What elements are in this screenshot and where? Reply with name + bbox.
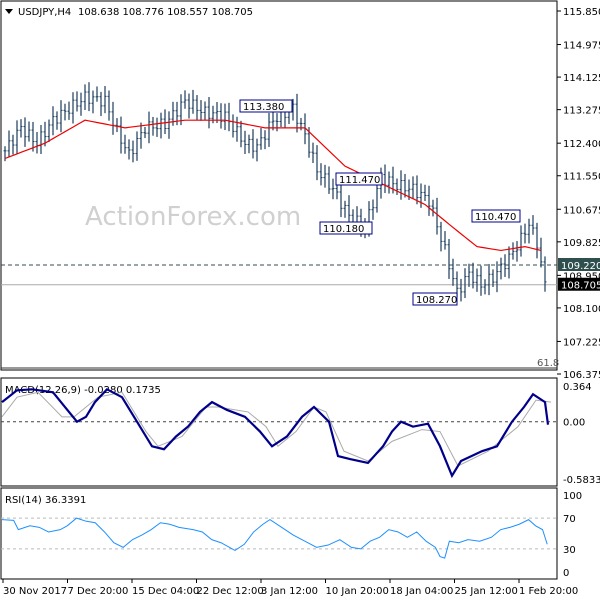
annotation-box [319,221,373,235]
price-tick-label: 115.850 [563,7,600,18]
annotation-label: 110.470 [475,212,516,223]
x-tick-label: 1 Feb 20:00 [519,586,578,597]
price-tick-label: 109.825 [563,238,600,249]
price-tick-label: 114.125 [563,73,600,84]
level-tag [558,258,600,272]
x-tick-label: 22 Dec 12:00 [197,586,264,597]
x-tick-label: 3 Jan 12:00 [261,586,318,597]
macd-panel [0,377,558,487]
symbol-label: USDJPY,H4 [18,7,71,18]
x-tick-label: 25 Jan 12:00 [455,586,518,597]
x-tick-label: 30 Nov 2017 [3,586,67,597]
annotation-box [239,99,293,113]
annotation-label: 113.380 [243,102,284,113]
price-tick-label: 111.550 [563,172,600,183]
macd-tick-label: 0.00 [563,418,585,429]
price-tick-label: 110.675 [563,205,600,216]
rsi-tick-label: 70 [563,514,576,525]
watermark: ActionForex.com [85,202,301,232]
macd-tick-label: 0.364 [563,382,592,393]
price-tick-label: 108.100 [563,304,600,315]
macd-signal-line [1,391,552,467]
annotation-label: 111.470 [339,175,380,186]
price-tick-label: 106.375 [563,370,600,381]
moving-average-line [4,119,542,252]
price-tick-label: 112.400 [563,139,600,150]
fib-label: 61.8 [537,358,559,369]
annotation-label: 110.180 [323,224,364,235]
current-price-tag [558,277,600,291]
price-tick-label: 113.275 [563,106,600,117]
x-tick-label: 7 Dec 20:00 [68,586,129,597]
annotation-box [335,172,383,186]
rsi-tick-label: 30 [563,545,576,556]
annotation-box [412,292,458,306]
rsi-tick-label: 0 [563,568,569,579]
price-tick-label: 107.225 [563,337,600,348]
rsi-line [1,517,548,559]
macd-tick-label: -0.5833 [563,475,600,486]
macd-main-line [1,387,550,479]
macd-label: MACD(12,26,9) -0.0280 0.1735 [5,385,161,396]
ohlc-values: 108.638 108.776 108.557 108.705 [78,7,253,18]
annotation-box [471,209,521,223]
price-tick-label: 108.950 [563,271,600,282]
price-tick-label: 114.975 [563,41,600,52]
x-tick-label: 18 Jan 04:00 [390,586,453,597]
rsi-label: RSI(14) 36.3391 [5,495,86,506]
x-tick-label: 10 Jan 20:00 [326,586,389,597]
price-panel [0,0,558,371]
level-tag-label: 109.220 [561,261,600,272]
annotation-label: 108.270 [416,295,457,306]
current-price-tag-label: 108.705 [561,281,600,292]
rsi-tick-label: 100 [563,491,582,502]
rsi-panel [0,487,558,580]
x-tick-label: 15 Dec 04:00 [132,586,199,597]
collapse-triangle-icon[interactable] [5,9,13,14]
